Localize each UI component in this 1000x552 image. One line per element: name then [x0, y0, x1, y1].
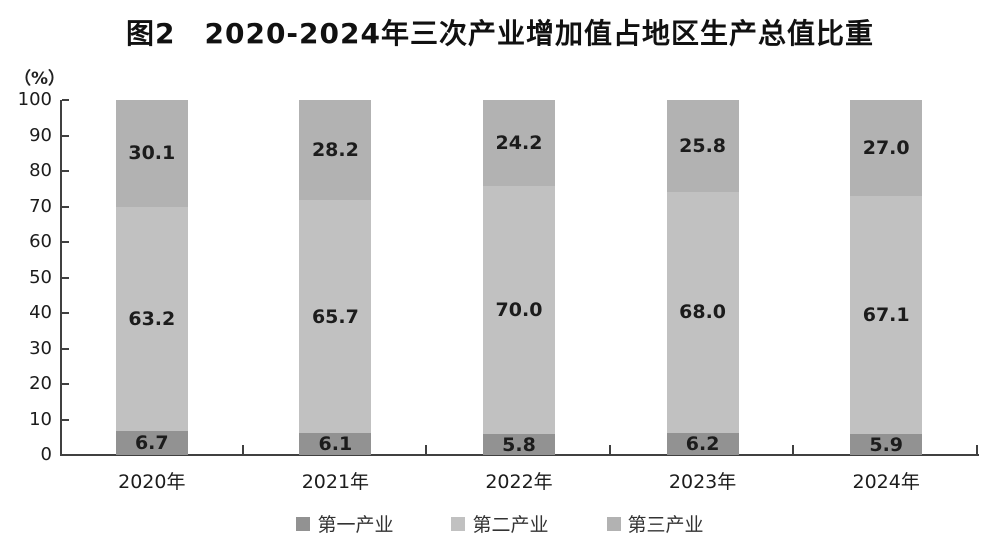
category-label: 2021年 [301, 471, 370, 493]
y-tick-label: 20 [29, 373, 52, 394]
legend-swatch [296, 516, 311, 531]
category-label: 2023年 [668, 471, 737, 493]
legend-item-第三产业: 第三产业 [606, 510, 704, 537]
category-label: 2024年 [852, 471, 920, 493]
category-label: 2022年 [485, 471, 553, 493]
bar-segment-第一产业 [483, 434, 555, 455]
y-axis-line [60, 100, 62, 456]
bar-value-label: 28.2 [311, 139, 359, 162]
category-label: 2020年 [118, 471, 186, 493]
bar-value-label: 25.8 [679, 134, 727, 157]
legend-label: 第二产业 [472, 514, 549, 536]
legend-label: 第一产业 [317, 514, 394, 536]
y-tick-label: 70 [29, 195, 52, 217]
y-tick-mark [62, 383, 69, 385]
bar-value-label: 6.7 [134, 432, 169, 455]
y-tick-mark [62, 205, 69, 208]
bar-value-label: 63.2 [128, 308, 176, 331]
bar-value-label: 68.0 [679, 301, 727, 324]
bar-value-label: 6.2 [685, 432, 720, 455]
y-tick-label: 30 [29, 337, 52, 359]
bar-value-label: 70.0 [495, 299, 543, 322]
y-tick-mark [62, 312, 69, 314]
y-tick-label: 0 [40, 444, 52, 465]
bar-value-label: 5.9 [869, 433, 904, 456]
bar-value-label: 6.1 [318, 433, 353, 456]
y-tick-mark [62, 170, 69, 172]
bar-segment-第三产业 [666, 100, 739, 192]
y-tick-mark [62, 276, 69, 279]
bar-segment-第三产业 [850, 100, 923, 196]
x-tick-mark [241, 445, 244, 455]
bar-value-label: 65.7 [311, 305, 359, 328]
bar-segment-第一产业 [299, 433, 372, 455]
bar-value-label: 67.1 [862, 303, 910, 326]
bar-segment-第一产业 [115, 431, 188, 455]
x-axis-line [60, 454, 979, 456]
legend: 第一产业 第二产业 第三产业 [0, 510, 1000, 537]
legend-swatch [606, 516, 621, 531]
y-tick-mark [62, 347, 69, 350]
bar-value-label: 5.8 [502, 433, 536, 456]
bar-segment-第二产业 [850, 195, 923, 435]
bar-segment-第一产业 [666, 432, 739, 455]
x-tick-mark [608, 445, 611, 455]
legend-item-第二产业: 第二产业 [451, 510, 549, 537]
bar-segment-第三产业 [115, 100, 188, 207]
legend-swatch [451, 516, 466, 531]
y-tick-label: 10 [29, 408, 52, 430]
y-tick-label: 40 [29, 302, 52, 323]
x-tick-mark [425, 445, 428, 455]
y-tick-label: 60 [29, 231, 52, 252]
legend-label: 第三产业 [627, 514, 704, 536]
bar-segment-第一产业 [850, 434, 923, 455]
y-tick-label: 80 [29, 160, 52, 181]
chart-title: 图2 2020-2024年三次产业增加值占地区生产总值比重 [126, 17, 874, 50]
y-tick-label: 50 [29, 266, 52, 288]
y-tick-mark [62, 134, 69, 137]
y-tick-mark [62, 241, 69, 243]
y-axis-unit-label: （%） [14, 69, 66, 89]
bar-value-label: 30.1 [128, 142, 176, 165]
x-tick-mark [976, 445, 978, 455]
y-tick-mark [62, 418, 69, 421]
bar-segment-第二产业 [299, 200, 372, 434]
bar-segment-第二产业 [666, 191, 739, 433]
x-tick-mark [792, 445, 795, 455]
bar-segment-第二产业 [483, 185, 555, 435]
bar-segment-第二产业 [115, 206, 188, 432]
bar-value-label: 27.0 [862, 136, 910, 159]
y-tick-mark [62, 99, 69, 101]
bar-segment-第三产业 [483, 100, 555, 186]
legend-item-第一产业: 第一产业 [296, 510, 393, 537]
y-tick-label: 100 [17, 89, 52, 110]
bar-segment-第三产业 [299, 100, 372, 201]
bar-value-label: 24.2 [495, 131, 543, 154]
y-tick-label: 90 [29, 124, 52, 146]
